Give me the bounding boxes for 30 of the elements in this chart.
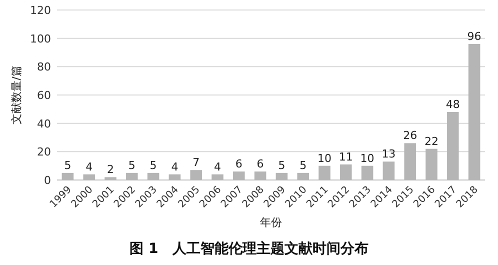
- data-label: 96: [467, 30, 482, 43]
- data-label: 4: [214, 160, 221, 174]
- data-label: 22: [424, 134, 438, 148]
- data-label: 6: [256, 158, 264, 170]
- data-label: 2: [107, 163, 114, 176]
- data-label: 11: [338, 150, 353, 164]
- data-label: 10: [360, 152, 374, 165]
- y-tick-label: 80: [37, 60, 51, 74]
- data-label: 4: [171, 160, 178, 174]
- data-label: 5: [128, 158, 136, 172]
- y-tick-label: 120: [30, 4, 51, 17]
- y-tick-label: 0: [44, 174, 51, 187]
- data-label: 5: [278, 158, 286, 172]
- data-label: 5: [64, 158, 72, 172]
- y-tick-label: 60: [37, 89, 51, 102]
- data-label: 7: [192, 156, 200, 170]
- y-axis-title: 文献数量/篇: [10, 66, 23, 124]
- data-label: 26: [403, 129, 418, 142]
- data-label: 6: [235, 158, 242, 170]
- x-axis-title: 年份: [260, 216, 282, 229]
- y-tick-label: 20: [37, 146, 51, 159]
- data-label: 48: [446, 98, 460, 111]
- data-label: 5: [150, 158, 157, 172]
- text: 图 1 人工智能伦理主题文献时间分布: [130, 240, 368, 257]
- data-label: 13: [382, 148, 396, 161]
- data-label: 5: [300, 158, 307, 172]
- y-tick-label: 40: [37, 117, 51, 130]
- data-label: 4: [86, 160, 93, 174]
- y-tick-label: 100: [30, 32, 51, 46]
- data-label: 10: [318, 152, 332, 165]
